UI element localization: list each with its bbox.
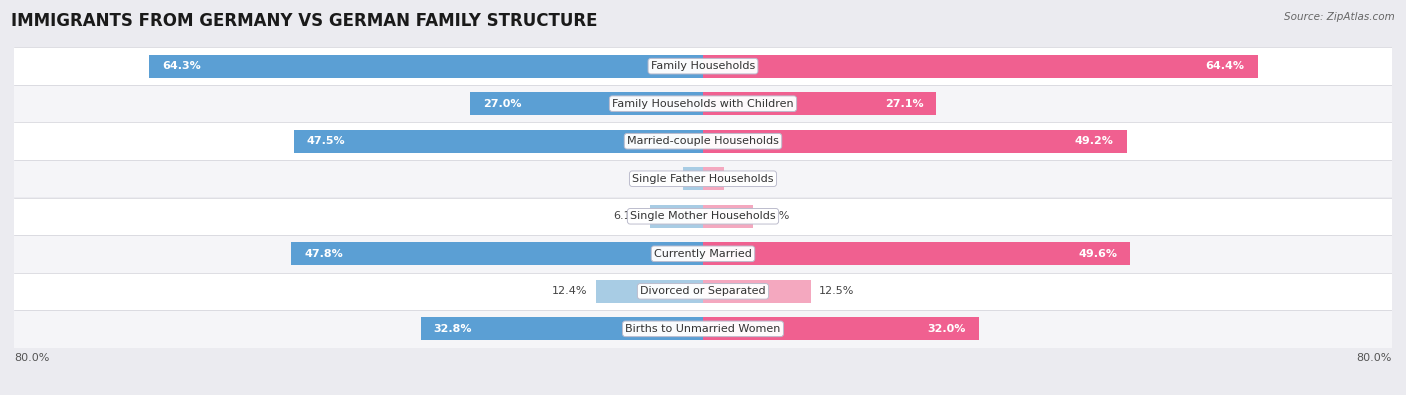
Text: 64.4%: 64.4% (1206, 61, 1244, 71)
Bar (14, 122, 1392, 160)
Bar (703, 92, 936, 115)
Bar (471, 92, 703, 115)
Bar (149, 55, 703, 78)
Bar (14, 273, 1392, 310)
Bar (420, 317, 703, 340)
Bar (703, 205, 754, 228)
Bar (14, 47, 1392, 85)
Text: 49.6%: 49.6% (1078, 249, 1118, 259)
Text: 12.4%: 12.4% (553, 286, 588, 296)
Legend: Immigrants from Germany, German: Immigrants from Germany, German (569, 391, 837, 395)
Bar (703, 317, 979, 340)
Text: Single Father Households: Single Father Households (633, 174, 773, 184)
Bar (651, 205, 703, 228)
Bar (294, 130, 703, 153)
Text: 32.0%: 32.0% (928, 324, 966, 334)
Bar (14, 310, 1392, 348)
Text: 27.0%: 27.0% (484, 99, 522, 109)
Bar (703, 55, 1257, 78)
Text: 47.5%: 47.5% (307, 136, 346, 146)
Bar (291, 242, 703, 265)
Text: Currently Married: Currently Married (654, 249, 752, 259)
Bar (14, 235, 1392, 273)
Bar (14, 198, 1392, 235)
Bar (703, 167, 724, 190)
Text: 2.3%: 2.3% (647, 174, 675, 184)
Text: 80.0%: 80.0% (1357, 353, 1392, 363)
Text: 12.5%: 12.5% (820, 286, 855, 296)
Text: Family Households: Family Households (651, 61, 755, 71)
Text: 5.8%: 5.8% (762, 211, 790, 221)
Bar (14, 160, 1392, 198)
Bar (596, 280, 703, 303)
Text: Source: ZipAtlas.com: Source: ZipAtlas.com (1284, 12, 1395, 22)
Text: Married-couple Households: Married-couple Households (627, 136, 779, 146)
Text: Single Mother Households: Single Mother Households (630, 211, 776, 221)
Text: 49.2%: 49.2% (1076, 136, 1114, 146)
Text: Births to Unmarried Women: Births to Unmarried Women (626, 324, 780, 334)
Text: 80.0%: 80.0% (14, 353, 49, 363)
Text: IMMIGRANTS FROM GERMANY VS GERMAN FAMILY STRUCTURE: IMMIGRANTS FROM GERMANY VS GERMAN FAMILY… (11, 12, 598, 30)
Text: 64.3%: 64.3% (162, 61, 201, 71)
Text: 6.1%: 6.1% (613, 211, 643, 221)
Bar (703, 130, 1126, 153)
Bar (14, 85, 1392, 122)
Text: 32.8%: 32.8% (433, 324, 472, 334)
Bar (683, 167, 703, 190)
Text: 27.1%: 27.1% (884, 99, 924, 109)
Text: Family Households with Children: Family Households with Children (612, 99, 794, 109)
Bar (703, 280, 811, 303)
Text: 47.8%: 47.8% (304, 249, 343, 259)
Bar (703, 242, 1130, 265)
Text: Divorced or Separated: Divorced or Separated (640, 286, 766, 296)
Text: 2.4%: 2.4% (733, 174, 761, 184)
